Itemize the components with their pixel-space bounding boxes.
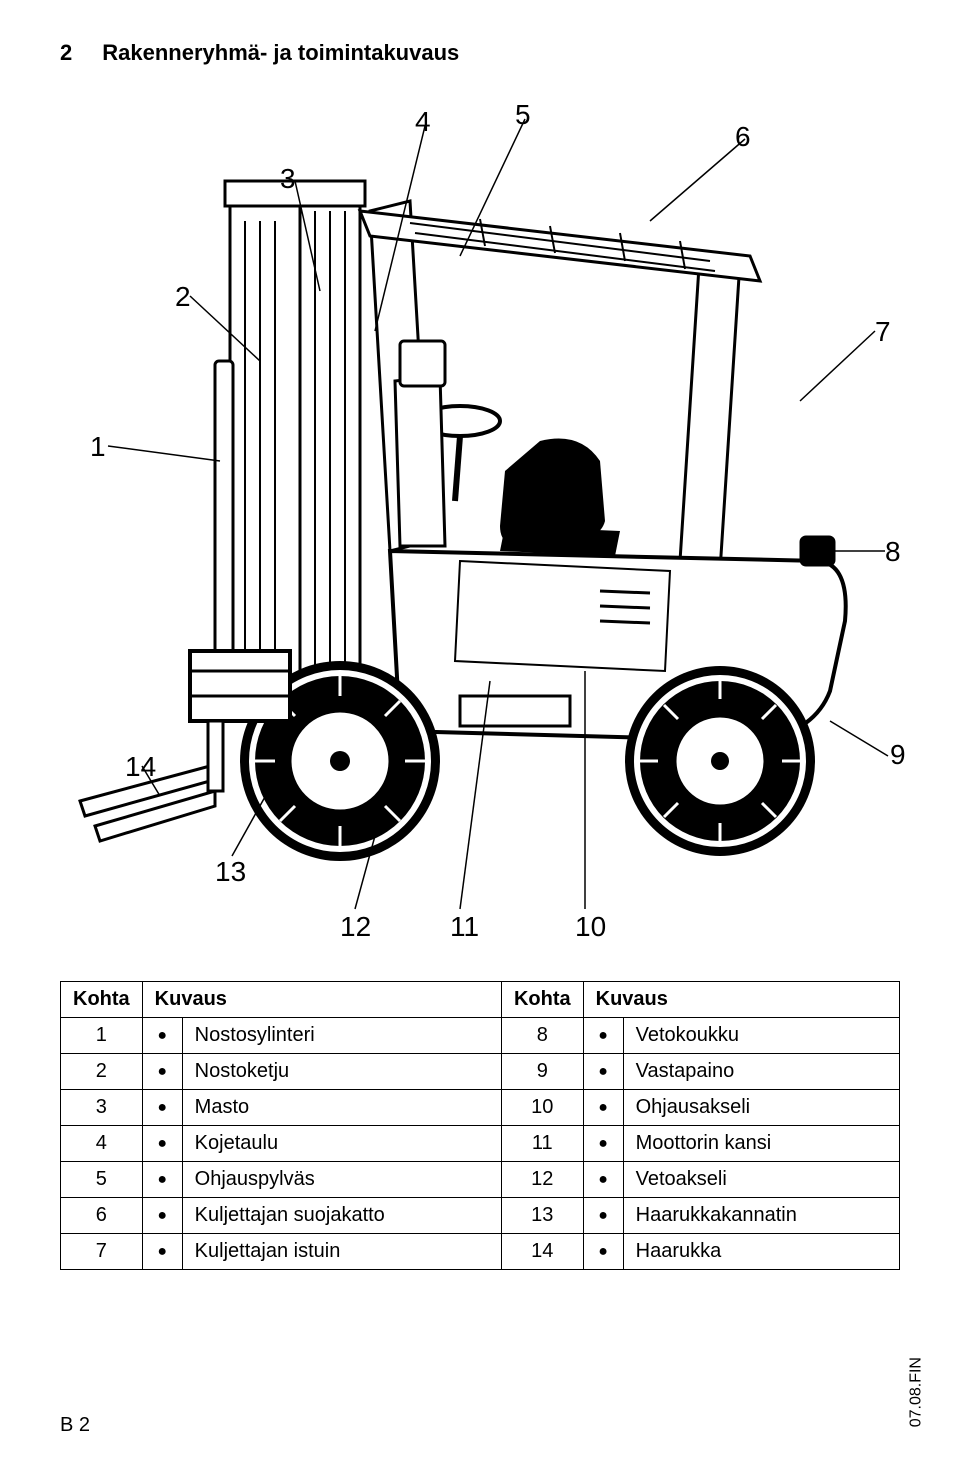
cell-num: 8 (501, 1018, 583, 1054)
callout-9: 9 (890, 739, 906, 771)
cell-num: 1 (61, 1018, 143, 1054)
col-kuvaus-2: Kuvaus (583, 982, 899, 1018)
parts-table: Kohta Kuvaus Kohta Kuvaus 1●Nostosylinte… (60, 981, 900, 1270)
cell-desc: Vetokoukku (623, 1018, 899, 1054)
cell-num: 14 (501, 1234, 583, 1270)
forklift-illustration (60, 81, 900, 951)
cell-bullet: ● (142, 1234, 182, 1270)
callout-13: 13 (215, 856, 246, 888)
callout-2: 2 (175, 281, 191, 313)
callout-14: 14 (125, 751, 156, 783)
cell-bullet: ● (583, 1054, 623, 1090)
cell-desc: Kuljettajan suojakatto (182, 1198, 501, 1234)
table-row: 7●Kuljettajan istuin14●Haarukka (61, 1234, 900, 1270)
cell-num: 7 (61, 1234, 143, 1270)
cell-desc: Vastapaino (623, 1054, 899, 1090)
callout-1: 1 (90, 431, 106, 463)
callout-10: 10 (575, 911, 606, 943)
cell-bullet: ● (583, 1090, 623, 1126)
cell-desc: Vetoakseli (623, 1162, 899, 1198)
cell-bullet: ● (583, 1162, 623, 1198)
cell-desc: Nostosylinteri (182, 1018, 501, 1054)
cell-num: 13 (501, 1198, 583, 1234)
col-kuvaus-1: Kuvaus (142, 982, 501, 1018)
cell-num: 10 (501, 1090, 583, 1126)
section-number: 2 (60, 40, 72, 66)
cell-num: 3 (61, 1090, 143, 1126)
cell-bullet: ● (583, 1126, 623, 1162)
cell-desc: Nostoketju (182, 1054, 501, 1090)
cell-num: 5 (61, 1162, 143, 1198)
col-kohta-1: Kohta (61, 982, 143, 1018)
cell-num: 11 (501, 1126, 583, 1162)
page-header: 2 Rakenneryhmä- ja toimintakuvaus (60, 40, 900, 66)
callout-8: 8 (885, 536, 901, 568)
cell-bullet: ● (142, 1126, 182, 1162)
table-row: 5●Ohjauspylväs12●Vetoakseli (61, 1162, 900, 1198)
cell-desc: Kuljettajan istuin (182, 1234, 501, 1270)
table-row: 1●Nostosylinteri8●Vetokoukku (61, 1018, 900, 1054)
callout-7: 7 (875, 316, 891, 348)
cell-desc: Haarukka (623, 1234, 899, 1270)
cell-bullet: ● (142, 1018, 182, 1054)
cell-desc: Ohjausakseli (623, 1090, 899, 1126)
cell-desc: Moottorin kansi (623, 1126, 899, 1162)
section-title: Rakenneryhmä- ja toimintakuvaus (102, 40, 459, 66)
callout-5: 5 (515, 99, 531, 131)
table-row: 4●Kojetaulu11●Moottorin kansi (61, 1126, 900, 1162)
callout-12: 12 (340, 911, 371, 943)
footer-page-ref: B 2 (60, 1414, 90, 1437)
cell-num: 6 (61, 1198, 143, 1234)
cell-num: 9 (501, 1054, 583, 1090)
cell-bullet: ● (142, 1162, 182, 1198)
callout-11: 11 (450, 911, 479, 943)
cell-num: 4 (61, 1126, 143, 1162)
cell-bullet: ● (142, 1054, 182, 1090)
cell-desc: Ohjauspylväs (182, 1162, 501, 1198)
callout-3: 3 (280, 163, 296, 195)
table-row: 3●Masto10●Ohjausakseli (61, 1090, 900, 1126)
callout-6: 6 (735, 121, 751, 153)
col-kohta-2: Kohta (501, 982, 583, 1018)
cell-num: 12 (501, 1162, 583, 1198)
table-row: 2●Nostoketju9●Vastapaino (61, 1054, 900, 1090)
cell-desc: Haarukkakannatin (623, 1198, 899, 1234)
cell-bullet: ● (583, 1198, 623, 1234)
cell-desc: Masto (182, 1090, 501, 1126)
cell-bullet: ● (583, 1234, 623, 1270)
cell-bullet: ● (142, 1090, 182, 1126)
cell-bullet: ● (583, 1018, 623, 1054)
cell-desc: Kojetaulu (182, 1126, 501, 1162)
footer-doc-code: 07.08.FIN (907, 1357, 925, 1427)
callout-4: 4 (415, 106, 431, 138)
table-header-row: Kohta Kuvaus Kohta Kuvaus (61, 982, 900, 1018)
cell-bullet: ● (142, 1198, 182, 1234)
cell-num: 2 (61, 1054, 143, 1090)
forklift-diagram: 1234567891011121314 (60, 81, 900, 951)
table-row: 6●Kuljettajan suojakatto13●Haarukkakanna… (61, 1198, 900, 1234)
